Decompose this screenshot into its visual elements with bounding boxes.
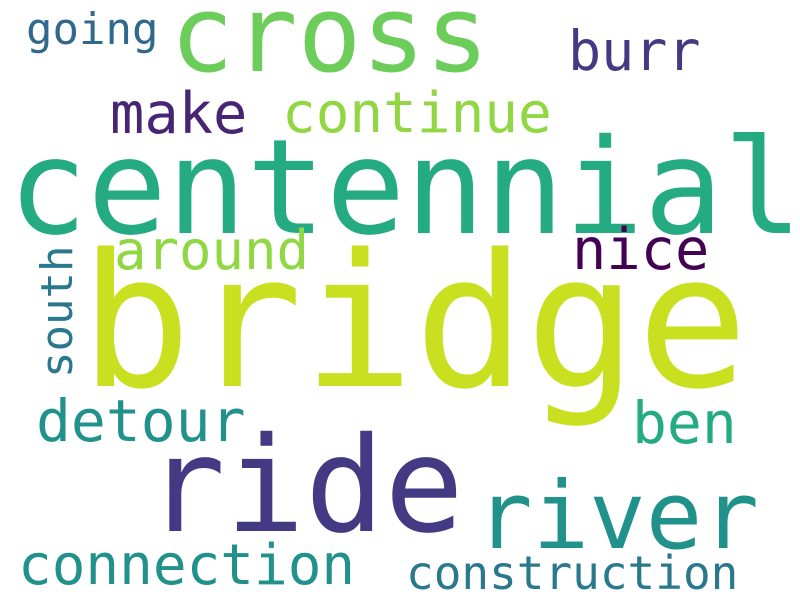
- word-continue: continue: [282, 81, 552, 146]
- word-construction: construction: [406, 546, 739, 600]
- word-around: around: [114, 219, 310, 282]
- word-burr: burr: [568, 19, 701, 83]
- word-nice: nice: [572, 217, 710, 283]
- word-make: make: [110, 81, 248, 147]
- word-connection: connection: [18, 533, 356, 598]
- word-ben: ben: [632, 389, 737, 457]
- word-bridge: bridge: [80, 214, 749, 430]
- word-centennial: centennial: [8, 111, 800, 265]
- word-ride: ride: [146, 409, 464, 563]
- word-cross: cross: [170, 0, 490, 96]
- word-detour: detour: [36, 387, 246, 455]
- word-going: going: [26, 4, 159, 55]
- word-south: south: [32, 245, 83, 378]
- word-river: river: [476, 462, 759, 571]
